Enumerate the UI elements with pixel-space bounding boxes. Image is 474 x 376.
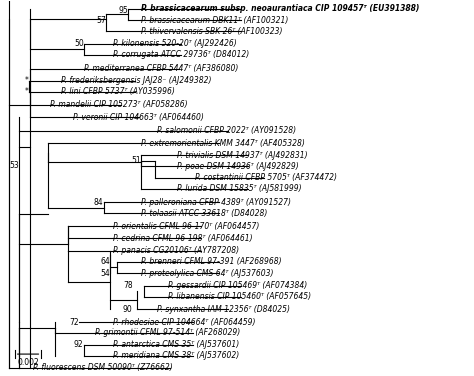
Text: P. libanensis CIP 105460ᵀ (AF057645): P. libanensis CIP 105460ᵀ (AF057645) <box>168 293 311 302</box>
Text: 64: 64 <box>100 258 110 267</box>
Text: P. proteolylica CMS 64ᵀ (AJ537603): P. proteolylica CMS 64ᵀ (AJ537603) <box>141 268 274 277</box>
Text: P. meridiana CMS 38ᵀ (AJ537602): P. meridiana CMS 38ᵀ (AJ537602) <box>112 352 239 361</box>
Text: 90: 90 <box>123 305 133 314</box>
Text: P. veronii CIP 104663ᵀ (AF064460): P. veronii CIP 104663ᵀ (AF064460) <box>73 112 203 121</box>
Text: P. thivervalensis SBK 26ᵀ (AF100323): P. thivervalensis SBK 26ᵀ (AF100323) <box>141 27 283 36</box>
Text: P. trivialis DSM 14937ᵀ (AJ492831): P. trivialis DSM 14937ᵀ (AJ492831) <box>177 151 308 160</box>
Text: P. antarctica CMS 35ᵀ (AJ537601): P. antarctica CMS 35ᵀ (AJ537601) <box>112 340 239 349</box>
Text: P. lurida DSM 15835ᵀ (AJ581999): P. lurida DSM 15835ᵀ (AJ581999) <box>177 184 301 193</box>
Text: 50: 50 <box>74 39 83 48</box>
Text: P. mediterranea CFBP 5447ᵀ (AF386080): P. mediterranea CFBP 5447ᵀ (AF386080) <box>83 64 238 73</box>
Text: P. orientalis CFML 96-170ᵀ (AF064457): P. orientalis CFML 96-170ᵀ (AF064457) <box>112 221 259 230</box>
Text: P. mandelii CIP 105273ᵀ (AF058286): P. mandelii CIP 105273ᵀ (AF058286) <box>50 100 188 109</box>
Text: 0.002: 0.002 <box>17 358 39 367</box>
Text: P. panacis CG20106ᵀ (AY787208): P. panacis CG20106ᵀ (AY787208) <box>112 246 238 255</box>
Text: *: * <box>25 87 29 96</box>
Text: *: * <box>25 76 29 85</box>
Text: P. cedrina CFML 96-198ᵀ (AF064461): P. cedrina CFML 96-198ᵀ (AF064461) <box>112 234 252 243</box>
Text: P. gessardii CIP 105469ᵀ (AF074384): P. gessardii CIP 105469ᵀ (AF074384) <box>168 281 307 290</box>
Text: P. extremorientalis KMM 3447ᵀ (AF405328): P. extremorientalis KMM 3447ᵀ (AF405328) <box>141 139 305 148</box>
Text: P. fluorescens DSM 50090ᵀ (Z76662): P. fluorescens DSM 50090ᵀ (Z76662) <box>33 363 172 372</box>
Text: P. palleroniana CFBP 4389ᵀ (AY091527): P. palleroniana CFBP 4389ᵀ (AY091527) <box>141 198 292 207</box>
Text: 53: 53 <box>9 161 19 170</box>
Text: P. corrugata ATCC 29736ᵀ (D84012): P. corrugata ATCC 29736ᵀ (D84012) <box>112 50 249 59</box>
Text: P. brenneri CFML 97-391 (AF268968): P. brenneri CFML 97-391 (AF268968) <box>141 258 282 267</box>
Text: P. lini CFBP 5737ᵀ (AY035996): P. lini CFBP 5737ᵀ (AY035996) <box>62 87 175 96</box>
Text: 57: 57 <box>96 15 106 24</box>
Text: 72: 72 <box>70 318 79 327</box>
Text: P. rhodesiae CIP 104664ᵀ (AF064459): P. rhodesiae CIP 104664ᵀ (AF064459) <box>112 318 255 327</box>
Text: P. synxantha IAM 12356ᵀ (D84025): P. synxantha IAM 12356ᵀ (D84025) <box>157 305 290 314</box>
Text: P. brassicacearum subsp. neoaurantiaca CIP 109457ᵀ (EU391388): P. brassicacearum subsp. neoaurantiaca C… <box>141 5 420 14</box>
Text: P. salomonii CFBP 2022ᵀ (AY091528): P. salomonii CFBP 2022ᵀ (AY091528) <box>157 126 296 135</box>
Text: P. poae DSM 14936ᵀ (AJ492829): P. poae DSM 14936ᵀ (AJ492829) <box>177 162 299 171</box>
Text: 95: 95 <box>118 6 128 15</box>
Text: P. kilonensis 520-20ᵀ (AJ292426): P. kilonensis 520-20ᵀ (AJ292426) <box>112 39 236 48</box>
Text: P. grimontii CFML 97-514ᵀ (AF268029): P. grimontii CFML 97-514ᵀ (AF268029) <box>95 328 240 337</box>
Text: P. costantinii CFBP 5705ᵀ (AF374472): P. costantinii CFBP 5705ᵀ (AF374472) <box>195 173 337 182</box>
Text: 54: 54 <box>100 268 110 277</box>
Text: 92: 92 <box>74 340 83 349</box>
Text: P. tolaasii ATCC 33618ᵀ (D84028): P. tolaasii ATCC 33618ᵀ (D84028) <box>141 209 268 218</box>
Text: P. frederiksbergensis JAJ28⁻ (AJ249382): P. frederiksbergensis JAJ28⁻ (AJ249382) <box>62 76 212 85</box>
Text: 84: 84 <box>94 198 104 207</box>
Text: P. brassicacearum DBK11ᵀ (AF100321): P. brassicacearum DBK11ᵀ (AF100321) <box>141 15 289 24</box>
Text: 78: 78 <box>123 281 133 290</box>
Text: 51: 51 <box>132 156 141 165</box>
